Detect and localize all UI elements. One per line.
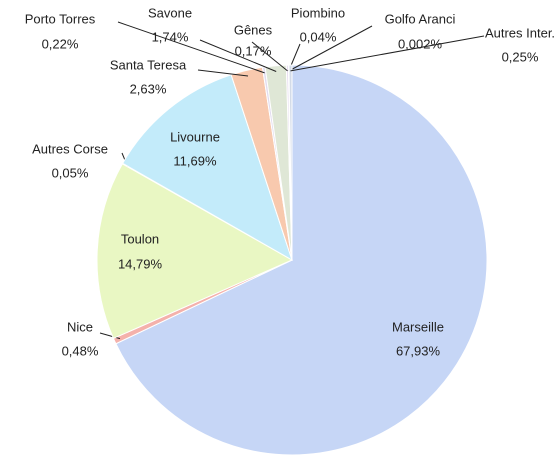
slice-label: Gênes (234, 22, 273, 37)
slice-label: Autres Inter. (485, 25, 555, 40)
slice-label: Livourne (170, 129, 220, 144)
slice-value: 0,04% (300, 29, 337, 44)
slice-value: 2,63% (130, 81, 167, 96)
slice-label: Piombino (291, 5, 345, 20)
slice-label: Marseille (392, 319, 444, 334)
slice-value: 0,002% (398, 36, 443, 51)
slice-value: 0,17% (235, 43, 272, 58)
slice-label: Porto Torres (25, 11, 96, 26)
leader-line (288, 25, 373, 72)
slice-label: Autres Corse (32, 141, 108, 156)
slice-value: 14,79% (118, 256, 163, 271)
leader-line (117, 21, 265, 74)
slice-value: 0,48% (62, 343, 99, 358)
slice-value: 1,74% (152, 29, 189, 44)
slice-label: Toulon (121, 231, 159, 246)
slice-label: Golfo Aranci (385, 11, 456, 26)
leader-line (251, 41, 288, 72)
pie-slice (121, 74, 293, 262)
leader-line (197, 69, 249, 77)
slice-label: Savone (148, 5, 192, 20)
pie-slice (96, 163, 294, 340)
slice-value: 11,69% (173, 153, 217, 168)
pie-slice (115, 64, 488, 456)
slice-value: 0,05% (52, 165, 89, 180)
leader-line (290, 35, 485, 72)
slice-label: Nice (67, 319, 93, 334)
slice-value: 0,22% (42, 36, 79, 51)
slice-label: Santa Teresa (110, 57, 187, 72)
leader-line (199, 39, 277, 72)
slice-value: 67,93% (396, 343, 441, 358)
slice-value: 0,25% (502, 49, 539, 64)
leader-line (99, 332, 121, 340)
pie-slice (288, 64, 293, 261)
